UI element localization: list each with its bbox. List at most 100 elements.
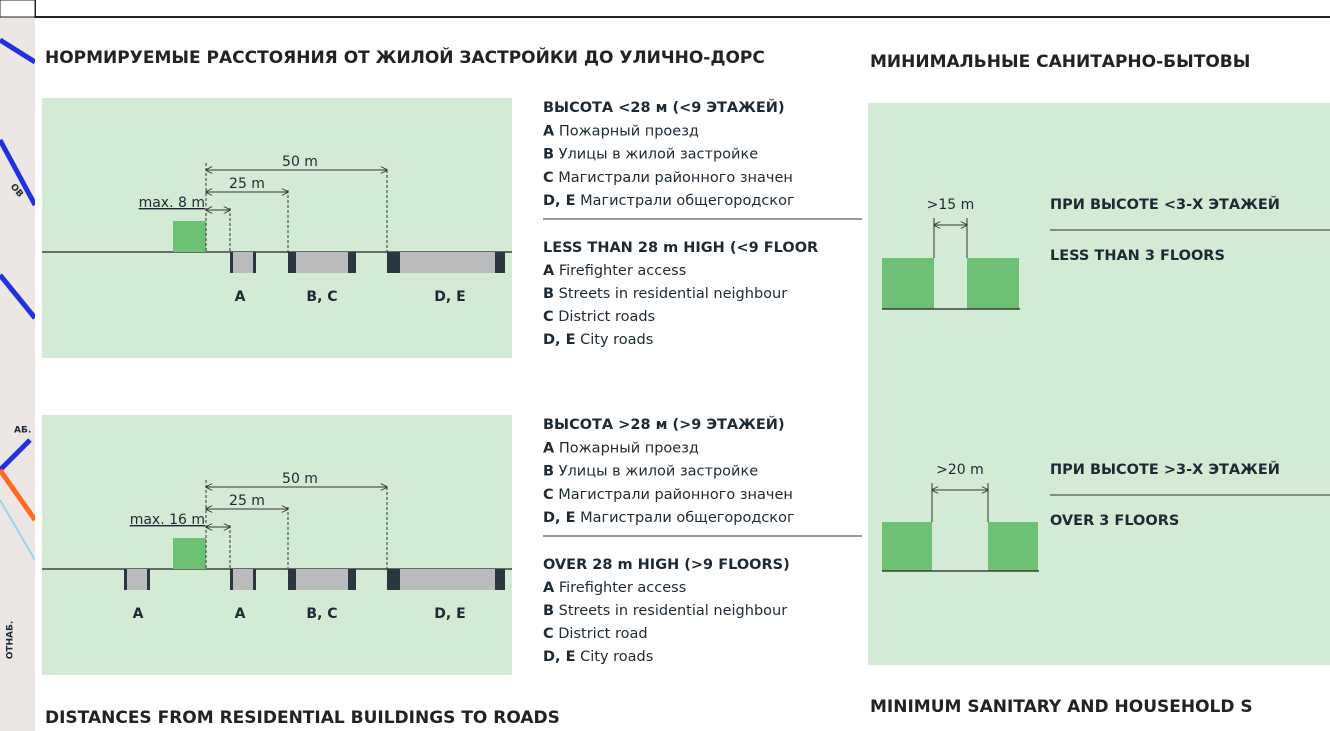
building <box>173 221 206 252</box>
legend-item: D, E City roads <box>543 649 653 665</box>
legend-item: D, E City roads <box>543 332 653 348</box>
road <box>387 569 505 590</box>
legend-item: A Пожарный проезд <box>543 123 699 139</box>
road-label: A <box>235 606 246 622</box>
road-edge <box>495 569 505 590</box>
legend-title: LESS THAN 28 m HIGH (<9 FLOOR <box>543 240 818 256</box>
road <box>230 252 256 273</box>
map-label: АБ. <box>14 426 31 436</box>
legend-item: C District roads <box>543 309 655 325</box>
road <box>230 569 256 590</box>
row-title: ПРИ ВЫСОТЕ >3-Х ЭТАЖЕЙ <box>1050 461 1280 478</box>
legend-key: B <box>543 286 554 302</box>
building <box>967 258 1019 309</box>
road-edge <box>288 569 296 590</box>
legend-item: C Магистрали районного значен <box>543 487 793 503</box>
legend-item: B Улицы в жилой застройке <box>543 147 758 163</box>
road <box>387 252 505 273</box>
legend-title: ВЫСОТА >28 м (>9 ЭТАЖЕЙ) <box>543 416 785 433</box>
row-title: LESS THAN 3 FLOORS <box>1050 248 1225 264</box>
legend-text: Улицы в жилой застройке <box>559 464 759 480</box>
road-edge <box>348 252 356 273</box>
road-edge <box>387 569 400 590</box>
dim-label: 25 m <box>229 493 265 509</box>
legend-item: A Firefighter access <box>543 263 686 279</box>
legend-text: Магистрали районного значен <box>558 487 793 503</box>
road-edge <box>230 569 233 590</box>
legend-key: D, E <box>543 649 576 665</box>
footer: DISTANCES FROM RESIDENTIAL BUILDINGS TO … <box>45 708 560 728</box>
legend-key: D, E <box>543 332 576 348</box>
dim-label: max. 8 m <box>139 195 205 211</box>
legend-key: C <box>543 309 554 325</box>
road <box>124 569 150 590</box>
legend-key: C <box>543 170 554 186</box>
road-edge <box>124 569 127 590</box>
heading: НОРМИРУЕМЫЕ РАССТОЯНИЯ ОТ ЖИЛОЙ ЗАСТРОЙК… <box>45 46 765 68</box>
legend-item: A Пожарный проезд <box>543 440 699 456</box>
legend-text: District road <box>558 626 647 642</box>
legend-text: Улицы в жилой застройке <box>559 147 759 163</box>
building <box>988 522 1038 571</box>
row-title: OVER 3 FLOORS <box>1050 513 1179 529</box>
panel <box>868 103 1330 665</box>
legend-text: Пожарный проезд <box>559 123 699 139</box>
panel <box>42 415 512 675</box>
road-label: B, C <box>306 606 337 622</box>
road-edge <box>253 252 256 273</box>
legend-text: City roads <box>580 332 653 348</box>
road-edge <box>230 252 233 273</box>
footer: MINIMUM SANITARY AND HOUSEHOLD S <box>870 697 1253 717</box>
legend-key: B <box>543 603 554 619</box>
road-edge <box>288 252 296 273</box>
legend-item: B Streets in residential neighbour <box>543 603 787 619</box>
road-edge <box>495 252 505 273</box>
legend-title: OVER 28 m HIGH (>9 FLOORS) <box>543 557 790 573</box>
legend-text: Streets in residential neighbour <box>559 286 788 302</box>
dim-label: max. 16 m <box>130 512 205 528</box>
map-label: ОТНАБ. <box>6 621 16 660</box>
legend-item: D, E Магистрали общегородског <box>543 510 795 526</box>
legend-text: Firefighter access <box>559 263 686 279</box>
road-edge <box>253 569 256 590</box>
top-frame <box>34 0 1330 18</box>
road-label: D, E <box>434 289 465 305</box>
road-edge <box>147 569 150 590</box>
legend-item: B Streets in residential neighbour <box>543 286 787 302</box>
dim-label: >15 m <box>927 197 975 213</box>
legend-item: C Магистрали районного значен <box>543 170 793 186</box>
road-label: D, E <box>434 606 465 622</box>
legend-text: Магистрали общегородског <box>580 510 794 526</box>
legend-item: D, E Магистрали общегородског <box>543 193 795 209</box>
legend-key: A <box>543 263 555 279</box>
map-strip: ОВ АБ. ОТНАБ. <box>0 0 35 731</box>
building <box>173 538 206 569</box>
dim-label: 50 m <box>282 471 318 487</box>
road <box>288 569 356 590</box>
legend-item: B Улицы в жилой застройке <box>543 464 758 480</box>
legend-key: D, E <box>543 510 576 526</box>
road-label: A <box>133 606 144 622</box>
legend-title: ВЫСОТА <28 м (<9 ЭТАЖЕЙ) <box>543 99 785 116</box>
legend-item: C District road <box>543 626 648 642</box>
legend-text: Streets in residential neighbour <box>559 603 788 619</box>
top-box <box>0 0 36 18</box>
legend-key: B <box>543 147 554 163</box>
dim-label: 25 m <box>229 176 265 192</box>
road-edge <box>348 569 356 590</box>
legend-text: City roads <box>580 649 653 665</box>
row-title: ПРИ ВЫСОТЕ <3-Х ЭТАЖЕЙ <box>1050 196 1280 213</box>
dim-label: >20 m <box>936 462 984 478</box>
legend-key: C <box>543 487 554 503</box>
legend-key: C <box>543 626 554 642</box>
panel <box>42 98 512 358</box>
legend-text: Пожарный проезд <box>559 440 699 456</box>
building <box>882 522 932 571</box>
dim-label: 50 m <box>282 154 318 170</box>
road-label: B, C <box>306 289 337 305</box>
legend-text: Магистрали районного значен <box>558 170 793 186</box>
legend-text: Firefighter access <box>559 580 686 596</box>
building <box>882 258 934 309</box>
legend-item: A Firefighter access <box>543 580 686 596</box>
